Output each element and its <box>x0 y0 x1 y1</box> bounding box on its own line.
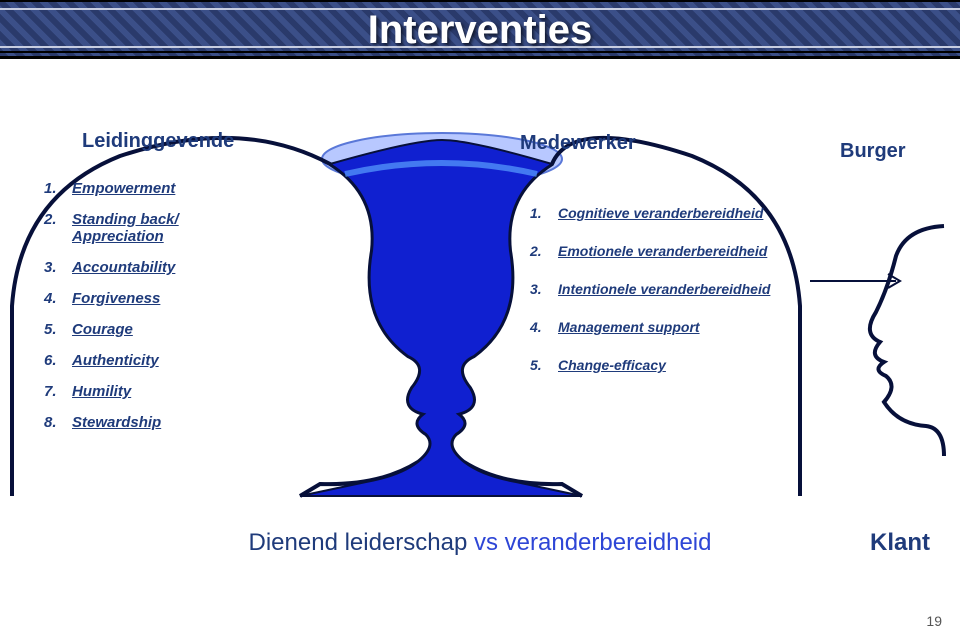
list-label: Forgiveness <box>72 290 160 307</box>
left-list-row-2: 3. Accountability <box>44 259 179 276</box>
left-list-row-0: 1. Empowerment <box>44 180 179 197</box>
left-list-row-1: 2. Standing back/Appreciation <box>44 211 179 245</box>
right-list-row-4: 5. Change-efficacy <box>530 357 770 373</box>
list-label: Empowerment <box>72 180 175 197</box>
list-number: 2. <box>44 211 62 228</box>
list-label: Management support <box>558 319 700 335</box>
list-number: 1. <box>44 180 62 197</box>
left-list: 1. Empowerment 2. Standing back/Appreciatio… <box>44 180 179 445</box>
list-label: Change-efficacy <box>558 357 666 373</box>
left-list-row-7: 8. Stewardship <box>44 414 179 431</box>
list-number: 7. <box>44 383 62 400</box>
right-list-row-0: 1. Cognitieve veranderbereidheid <box>530 205 770 221</box>
col-header-left: Leidinggevende <box>82 130 234 153</box>
list-label: Emotionele veranderbereidheid <box>558 243 767 259</box>
list-label: Standing back/Appreciation <box>72 211 179 245</box>
caption-sep: vs <box>467 529 504 556</box>
list-number: 5. <box>44 321 62 338</box>
list-number: 3. <box>530 281 548 297</box>
list-label: Accountability <box>72 259 175 276</box>
list-label: Intentionele veranderbereidheid <box>558 281 770 297</box>
klant-label: Klant <box>870 529 930 557</box>
list-label: Stewardship <box>72 414 161 431</box>
right-list: 1. Cognitieve veranderbereidheid 2. Emotion… <box>530 205 770 395</box>
bottom-caption: Dienend leiderschap vs veranderbereidhei… <box>0 529 960 557</box>
col-header-right: Burger <box>840 140 906 163</box>
list-number: 4. <box>530 319 548 335</box>
left-list-row-4: 5. Courage <box>44 321 179 338</box>
caption-left: Dienend leiderschap <box>249 529 468 556</box>
list-number: 2. <box>530 243 548 259</box>
list-number: 5. <box>530 357 548 373</box>
page-title: Interventies <box>0 8 960 53</box>
right-list-row-3: 4. Management support <box>530 319 770 335</box>
col-header-middle: Medewerker <box>520 132 636 155</box>
burger-profile <box>870 226 944 456</box>
list-number: 1. <box>530 205 548 221</box>
list-label: Authenticity <box>72 352 159 369</box>
left-list-row-3: 4. Forgiveness <box>44 290 179 307</box>
list-number: 8. <box>44 414 62 431</box>
list-label: Humility <box>72 383 131 400</box>
list-label: Courage <box>72 321 133 338</box>
page-number: 19 <box>926 613 942 629</box>
caption-right: veranderbereidheid <box>505 529 712 556</box>
list-number: 6. <box>44 352 62 369</box>
list-label: Cognitieve veranderbereidheid <box>558 205 763 221</box>
right-list-row-1: 2. Emotionele veranderbereidheid <box>530 243 770 259</box>
list-number: 4. <box>44 290 62 307</box>
left-list-row-5: 6. Authenticity <box>44 352 179 369</box>
left-list-row-6: 7. Humility <box>44 383 179 400</box>
list-number: 3. <box>44 259 62 276</box>
right-list-row-2: 3. Intentionele veranderbereidheid <box>530 281 770 297</box>
